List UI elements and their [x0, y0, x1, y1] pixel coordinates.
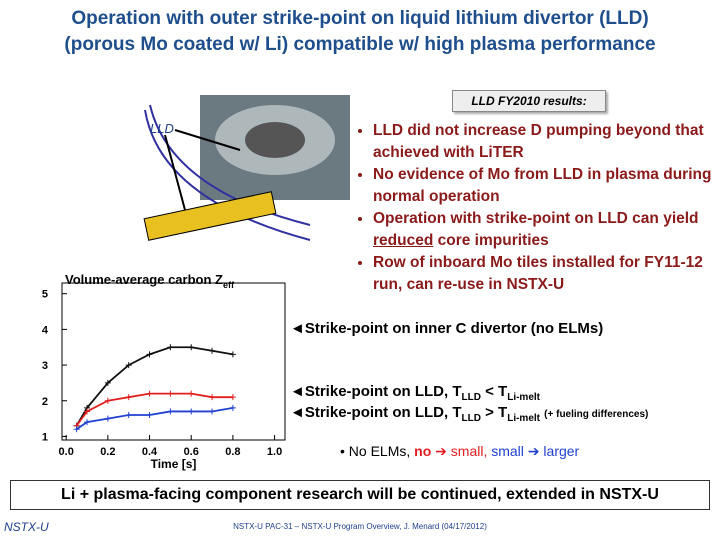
bullet-text: LLD did not increase D pumping beyond th… [373, 122, 704, 161]
annotation: ◄Strike-point on LLD, TLLD < TLi-melt [290, 383, 540, 403]
plot-frame [61, 282, 286, 441]
bullet-list: LLD did not increase D pumping beyond th… [355, 120, 718, 296]
text: no [414, 443, 432, 459]
text: small, [450, 443, 488, 459]
data-point [125, 412, 132, 419]
data-point [125, 394, 132, 401]
results-box: LLD FY2010 results: [452, 90, 606, 112]
x-tick-label: 0.8 [225, 446, 240, 458]
y-tick-label: 5 [42, 289, 48, 301]
note: (+ fueling differences) [544, 409, 649, 420]
data-point [209, 347, 216, 354]
x-tick-label: 0.2 [100, 446, 115, 458]
data-point [188, 390, 195, 397]
x-tick-label: 1.0 [267, 446, 282, 458]
bullet: LLD did not increase D pumping beyond th… [373, 120, 718, 164]
bullet-text: core impurities [433, 232, 549, 249]
data-point [125, 362, 132, 369]
data-point [104, 415, 111, 422]
data-point [84, 408, 91, 415]
text: > T [480, 404, 508, 421]
data-point [229, 404, 236, 411]
arrow: ➔ [523, 443, 544, 459]
photo-center [245, 122, 305, 158]
subscript: Li-melt [507, 392, 540, 403]
data-point [73, 426, 80, 433]
annotation: • No ELMs, no ➔ small, small ➔ larger [340, 443, 579, 460]
y-tick-label: 4 [42, 324, 49, 336]
bullet-text: No evidence of Mo from LLD in plasma dur… [373, 166, 712, 205]
x-tick-label: 0.0 [59, 446, 74, 458]
arrow [164, 134, 186, 211]
data-point [146, 351, 153, 358]
data-point [229, 394, 236, 401]
data-point [146, 412, 153, 419]
data-point [167, 390, 174, 397]
arrow [174, 129, 241, 151]
data-point [188, 408, 195, 415]
title: Operation with outer strike-point on liq… [0, 6, 720, 58]
text: larger [543, 443, 580, 459]
x-tick-label: 0.6 [184, 446, 199, 458]
y-tick-label: 1 [42, 431, 48, 443]
figure-label: LLD [150, 121, 174, 136]
y-tick-label: 3 [42, 360, 48, 372]
footer: NSTX-U PAC-31 – NSTX-U Program Overview,… [233, 522, 487, 531]
plot-title-sub: eff [223, 280, 235, 290]
divertor [143, 191, 277, 241]
subscript: LLD [461, 413, 481, 424]
x-axis-label: Time [s] [151, 457, 197, 471]
bullet-text: Row of inboard Mo tiles installed for FY… [373, 254, 703, 293]
data-point [209, 408, 216, 415]
subscript: Li-melt [507, 413, 540, 424]
title-line: Operation with outer strike-point on liq… [71, 8, 649, 29]
plot-title: Volume-average carbon Zeff [65, 272, 235, 290]
plot: Volume-average carbon Zeff Time [s] 0.0 0.2… [42, 272, 286, 471]
subscript: LLD [461, 392, 481, 403]
text: ◄Strike-point on LLD, T [290, 404, 462, 421]
bullet-text: Operation with strike-point on LLD can y… [373, 210, 699, 227]
y-tick-label: 2 [42, 396, 48, 408]
data-point [84, 419, 91, 426]
logo: NSTX-U [4, 520, 49, 534]
data-point [229, 351, 236, 358]
data-point [167, 408, 174, 415]
annotation: ◄Strike-point on LLD, TLLD > TLi-melt (+… [290, 404, 648, 424]
data-point [188, 344, 195, 351]
flux-line [149, 104, 311, 226]
data-point [167, 344, 174, 351]
arrow: ➔ [431, 443, 451, 459]
bullet: Row of inboard Mo tiles installed for FY… [373, 252, 718, 296]
flux-line [144, 109, 311, 241]
text: ◄Strike-point on LLD, T [290, 383, 462, 400]
conclusion: Li + plasma-facing component research wi… [10, 480, 710, 510]
bullet-text: reduced [373, 232, 434, 249]
annotation: ◄Strike-point on inner C divertor (no EL… [290, 320, 604, 337]
series-line [75, 392, 233, 427]
text: small [487, 443, 524, 459]
data-point [104, 397, 111, 404]
x-tick-label: 0.4 [142, 446, 158, 458]
text: • No ELMs, [340, 443, 415, 459]
bullet: No evidence of Mo from LLD in plasma dur… [373, 164, 718, 208]
data-point [146, 390, 153, 397]
data-point [209, 394, 216, 401]
text: < T [480, 383, 508, 400]
bullet: Operation with strike-point on LLD can y… [373, 208, 718, 252]
title-line: (porous Mo coated w/ Li) compatible w/ h… [64, 34, 656, 55]
data-point [104, 379, 111, 386]
